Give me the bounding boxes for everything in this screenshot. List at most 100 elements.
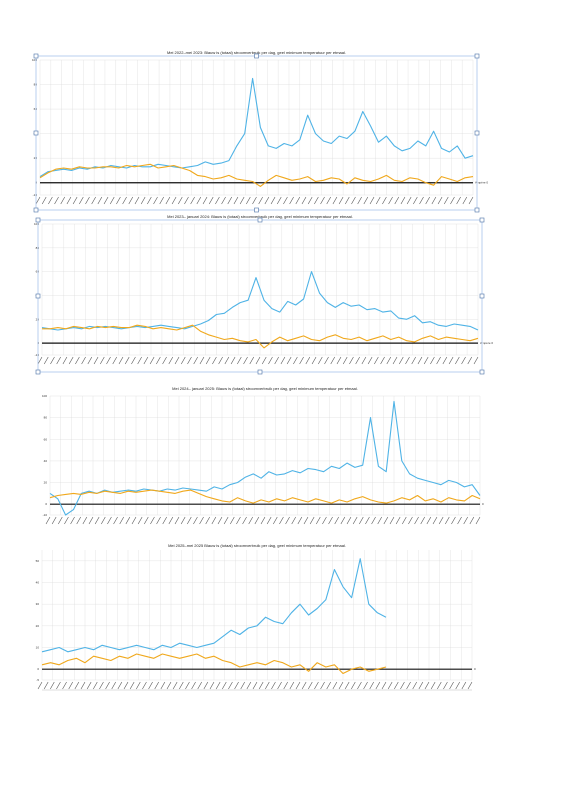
selection-handle [33,53,39,59]
x-tick-mark [295,681,301,690]
x-tick-mark [461,356,466,365]
x-tick-mark [222,681,227,690]
x-tick-mark [400,681,405,690]
x-tick-mark [382,196,387,205]
x-tick-mark [106,356,111,365]
x-tick-mark [318,356,323,365]
x-tick-mark [311,356,317,365]
x-tick-mark [68,681,73,690]
x-tick-mark [202,196,208,205]
x-tick-mark [147,196,152,205]
x-tick-mark [239,196,245,205]
x-tick-mark [380,356,385,365]
x-tick-mark [418,681,424,690]
x-tick-mark [386,356,392,365]
x-tick-mark [389,516,395,525]
x-tick-mark [205,356,211,365]
selection-handle [254,207,259,213]
x-tick-mark [451,516,456,525]
x-tick-mark [242,516,247,525]
selection-handle [35,369,41,375]
selection-handle [479,217,485,223]
x-tick-mark [215,681,221,690]
y-tick-label: 20 [36,624,40,628]
x-tick-mark [303,516,309,525]
x-tick-mark [249,356,255,365]
x-tick-mark [223,516,229,525]
x-tick-mark [352,516,358,525]
x-tick-mark [394,196,400,205]
x-tick-mark [324,356,329,365]
selection-handle [35,293,41,299]
y-tick-label: 60 [34,107,38,111]
x-tick-mark [62,681,67,690]
selection-handle [35,217,41,223]
x-tick-mark [388,196,393,205]
x-tick-mark [436,356,441,365]
x-tick-mark [283,196,288,205]
x-tick-mark [320,681,325,690]
x-tick-mark [468,196,474,205]
x-tick-mark [165,196,171,205]
x-tick-mark [448,356,454,365]
x-tick-mark [463,516,468,525]
x-tick-mark [185,681,190,690]
x-tick-mark [150,516,155,525]
x-tick-mark [345,196,350,205]
x-tick-mark [400,196,406,205]
x-tick-mark [221,196,226,205]
x-tick-mark [371,516,376,525]
x-tick-mark [205,516,210,525]
x-tick-mark [123,681,129,690]
chart-4: -5 0 10 20 30 40 50 Mei 2025–mei 2025 Blauw is … [36,543,476,690]
x-tick-mark [438,516,444,525]
x-tick-mark [56,356,61,365]
x-tick-mark [443,681,448,690]
x-tick-mark [218,356,223,365]
x-tick-mark [54,196,59,205]
y-tick-label: 40 [36,581,40,585]
x-tick-mark [82,516,88,525]
x-tick-mark [258,196,263,205]
x-tick-mark [228,681,233,690]
x-tick-mark [64,516,69,525]
x-tick-mark [93,356,99,365]
x-tick-mark [68,356,74,365]
x-tick-mark [357,196,362,205]
x-tick-mark [101,516,106,525]
x-tick-mark [134,196,140,205]
x-tick-mark [75,356,80,365]
x-tick-mark [369,681,374,690]
selection-handle [254,53,259,59]
x-tick-mark [87,356,93,365]
x-tick-mark [326,196,331,205]
x-tick-mark [387,681,393,690]
x-tick-mark [449,681,454,690]
x-tick-mark [437,681,442,690]
x-tick-mark [233,196,239,205]
x-tick-mark [162,356,167,365]
x-tick-mark [369,196,375,205]
x-tick-mark [37,356,43,365]
x-tick-mark [395,516,401,525]
x-tick-mark [462,196,468,205]
x-tick-mark [338,681,344,690]
x-tick-mark [361,356,367,365]
x-tick-mark [456,196,461,205]
x-tick-mark [419,196,424,205]
x-tick-mark [286,356,292,365]
x-tick-mark [351,196,356,205]
x-tick-mark [475,516,481,525]
x-tick-mark [66,196,72,205]
x-tick-mark [234,681,239,690]
x-tick-mark [217,516,223,525]
series-line-orange [41,653,387,675]
x-tick-mark [437,196,443,205]
y-tick-label: -10 [43,513,48,517]
x-tick-mark [431,196,437,205]
x-tick-mark [58,516,63,525]
x-tick-mark [334,516,339,525]
x-tick-mark [166,681,172,690]
x-tick-mark [293,356,298,365]
